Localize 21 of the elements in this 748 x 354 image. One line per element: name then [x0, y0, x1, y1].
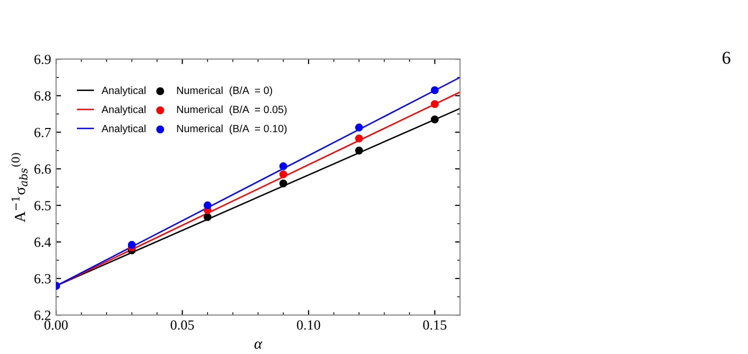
text: 6 — [722, 52, 730, 64]
x-tick-label: 0.05 — [170, 320, 194, 330]
y-tick-label: 6.3 — [34, 274, 51, 284]
legend-label: Analytical — [102, 124, 146, 134]
legend-label: Numerical (B/A = 0.05) — [177, 105, 287, 116]
y-tick-label: 6.2 — [34, 310, 50, 320]
y-tick-label: 6.4 — [34, 238, 52, 247]
x-tick-label: 0.15 — [423, 320, 446, 330]
x-axis-title: α — [254, 341, 262, 349]
legend-label: Analytical — [102, 105, 146, 116]
y-axis-title: A$^{−1}$σ$_{abs}$$^{(0)}$ — [11, 153, 28, 222]
legend-label: Numerical (B/A = 0) — [177, 86, 272, 96]
y-tick-label: 6.9 — [34, 54, 51, 64]
y-tick-label: 6.8 — [34, 91, 51, 101]
x-tick-label: 0.00 — [44, 320, 68, 330]
y-tick-label: 6.6 — [34, 164, 51, 174]
legend-label: Analytical — [102, 86, 146, 96]
y-tick-label: 6.5 — [34, 200, 51, 210]
x-tick-label: 0.10 — [296, 320, 320, 330]
legend-label: Numerical (B/A = 0.10) — [177, 124, 287, 134]
y-tick-label: 6.7 — [34, 128, 51, 138]
